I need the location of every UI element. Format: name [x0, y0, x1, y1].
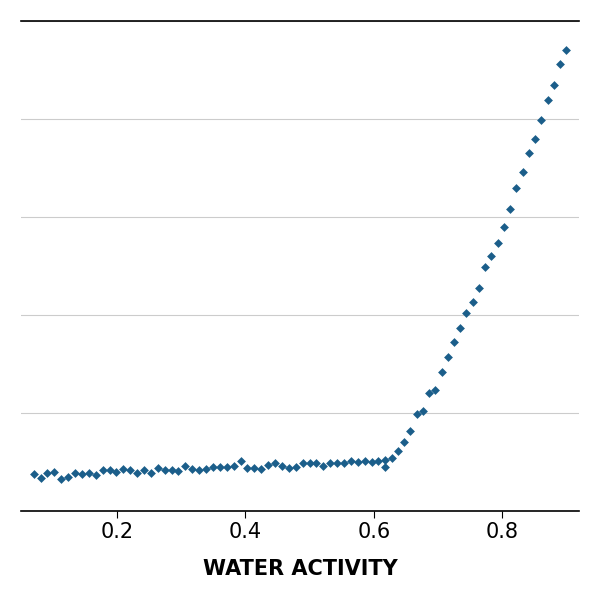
Point [512, 183, 521, 193]
Point [29, 469, 38, 479]
Point [449, 337, 459, 347]
Point [181, 461, 190, 471]
Point [173, 467, 183, 476]
Point [250, 463, 259, 473]
Point [536, 115, 546, 124]
Point [64, 472, 73, 482]
Point [112, 467, 121, 476]
Point [236, 457, 245, 466]
Point [270, 458, 280, 467]
Point [518, 167, 527, 177]
Point [437, 368, 446, 377]
Point [412, 409, 421, 419]
Point [461, 308, 471, 318]
Point [56, 475, 66, 484]
Point [70, 469, 80, 478]
Point [201, 464, 211, 474]
Point [215, 462, 224, 472]
Point [360, 456, 370, 466]
Point [222, 462, 232, 472]
Point [455, 323, 465, 332]
Point [291, 463, 301, 472]
Point [530, 134, 540, 144]
Point [153, 463, 163, 473]
Point [77, 469, 87, 479]
Point [387, 453, 397, 463]
Point [319, 461, 328, 470]
Point [139, 465, 149, 475]
Point [399, 437, 409, 447]
Point [549, 80, 559, 90]
Point [50, 467, 59, 476]
Point [105, 466, 115, 475]
Point [406, 427, 415, 436]
Point [229, 461, 238, 471]
Point [430, 385, 440, 395]
Point [424, 388, 434, 398]
Point [311, 458, 321, 467]
Point [284, 463, 293, 472]
Point [277, 461, 287, 471]
Point [493, 239, 502, 248]
Point [98, 465, 107, 475]
Point [367, 457, 376, 467]
Point [125, 466, 135, 475]
Point [242, 463, 252, 473]
Point [339, 458, 349, 467]
Point [325, 458, 335, 468]
Point [305, 458, 314, 467]
Point [543, 95, 553, 105]
Point [474, 283, 484, 292]
Point [208, 462, 218, 472]
Point [346, 456, 356, 466]
Point [380, 455, 390, 465]
Point [263, 460, 273, 469]
Point [524, 148, 533, 158]
Point [393, 446, 403, 455]
Point [146, 469, 155, 478]
Point [332, 458, 342, 468]
Point [443, 353, 452, 362]
Point [353, 457, 362, 467]
Point [298, 458, 307, 468]
Point [418, 407, 428, 416]
Point [555, 59, 565, 69]
X-axis label: WATER ACTIVITY: WATER ACTIVITY [203, 559, 397, 579]
Point [562, 45, 571, 55]
Point [84, 468, 94, 478]
Point [36, 473, 46, 482]
Point [481, 263, 490, 272]
Point [499, 222, 509, 232]
Point [256, 464, 266, 473]
Point [505, 205, 515, 214]
Point [160, 466, 169, 475]
Point [187, 464, 197, 474]
Point [167, 466, 176, 475]
Point [487, 251, 496, 260]
Point [91, 470, 101, 480]
Point [380, 462, 390, 472]
Point [43, 468, 52, 478]
Point [468, 298, 478, 307]
Point [374, 457, 383, 466]
Point [119, 464, 128, 473]
Point [133, 469, 142, 478]
Point [194, 465, 204, 475]
